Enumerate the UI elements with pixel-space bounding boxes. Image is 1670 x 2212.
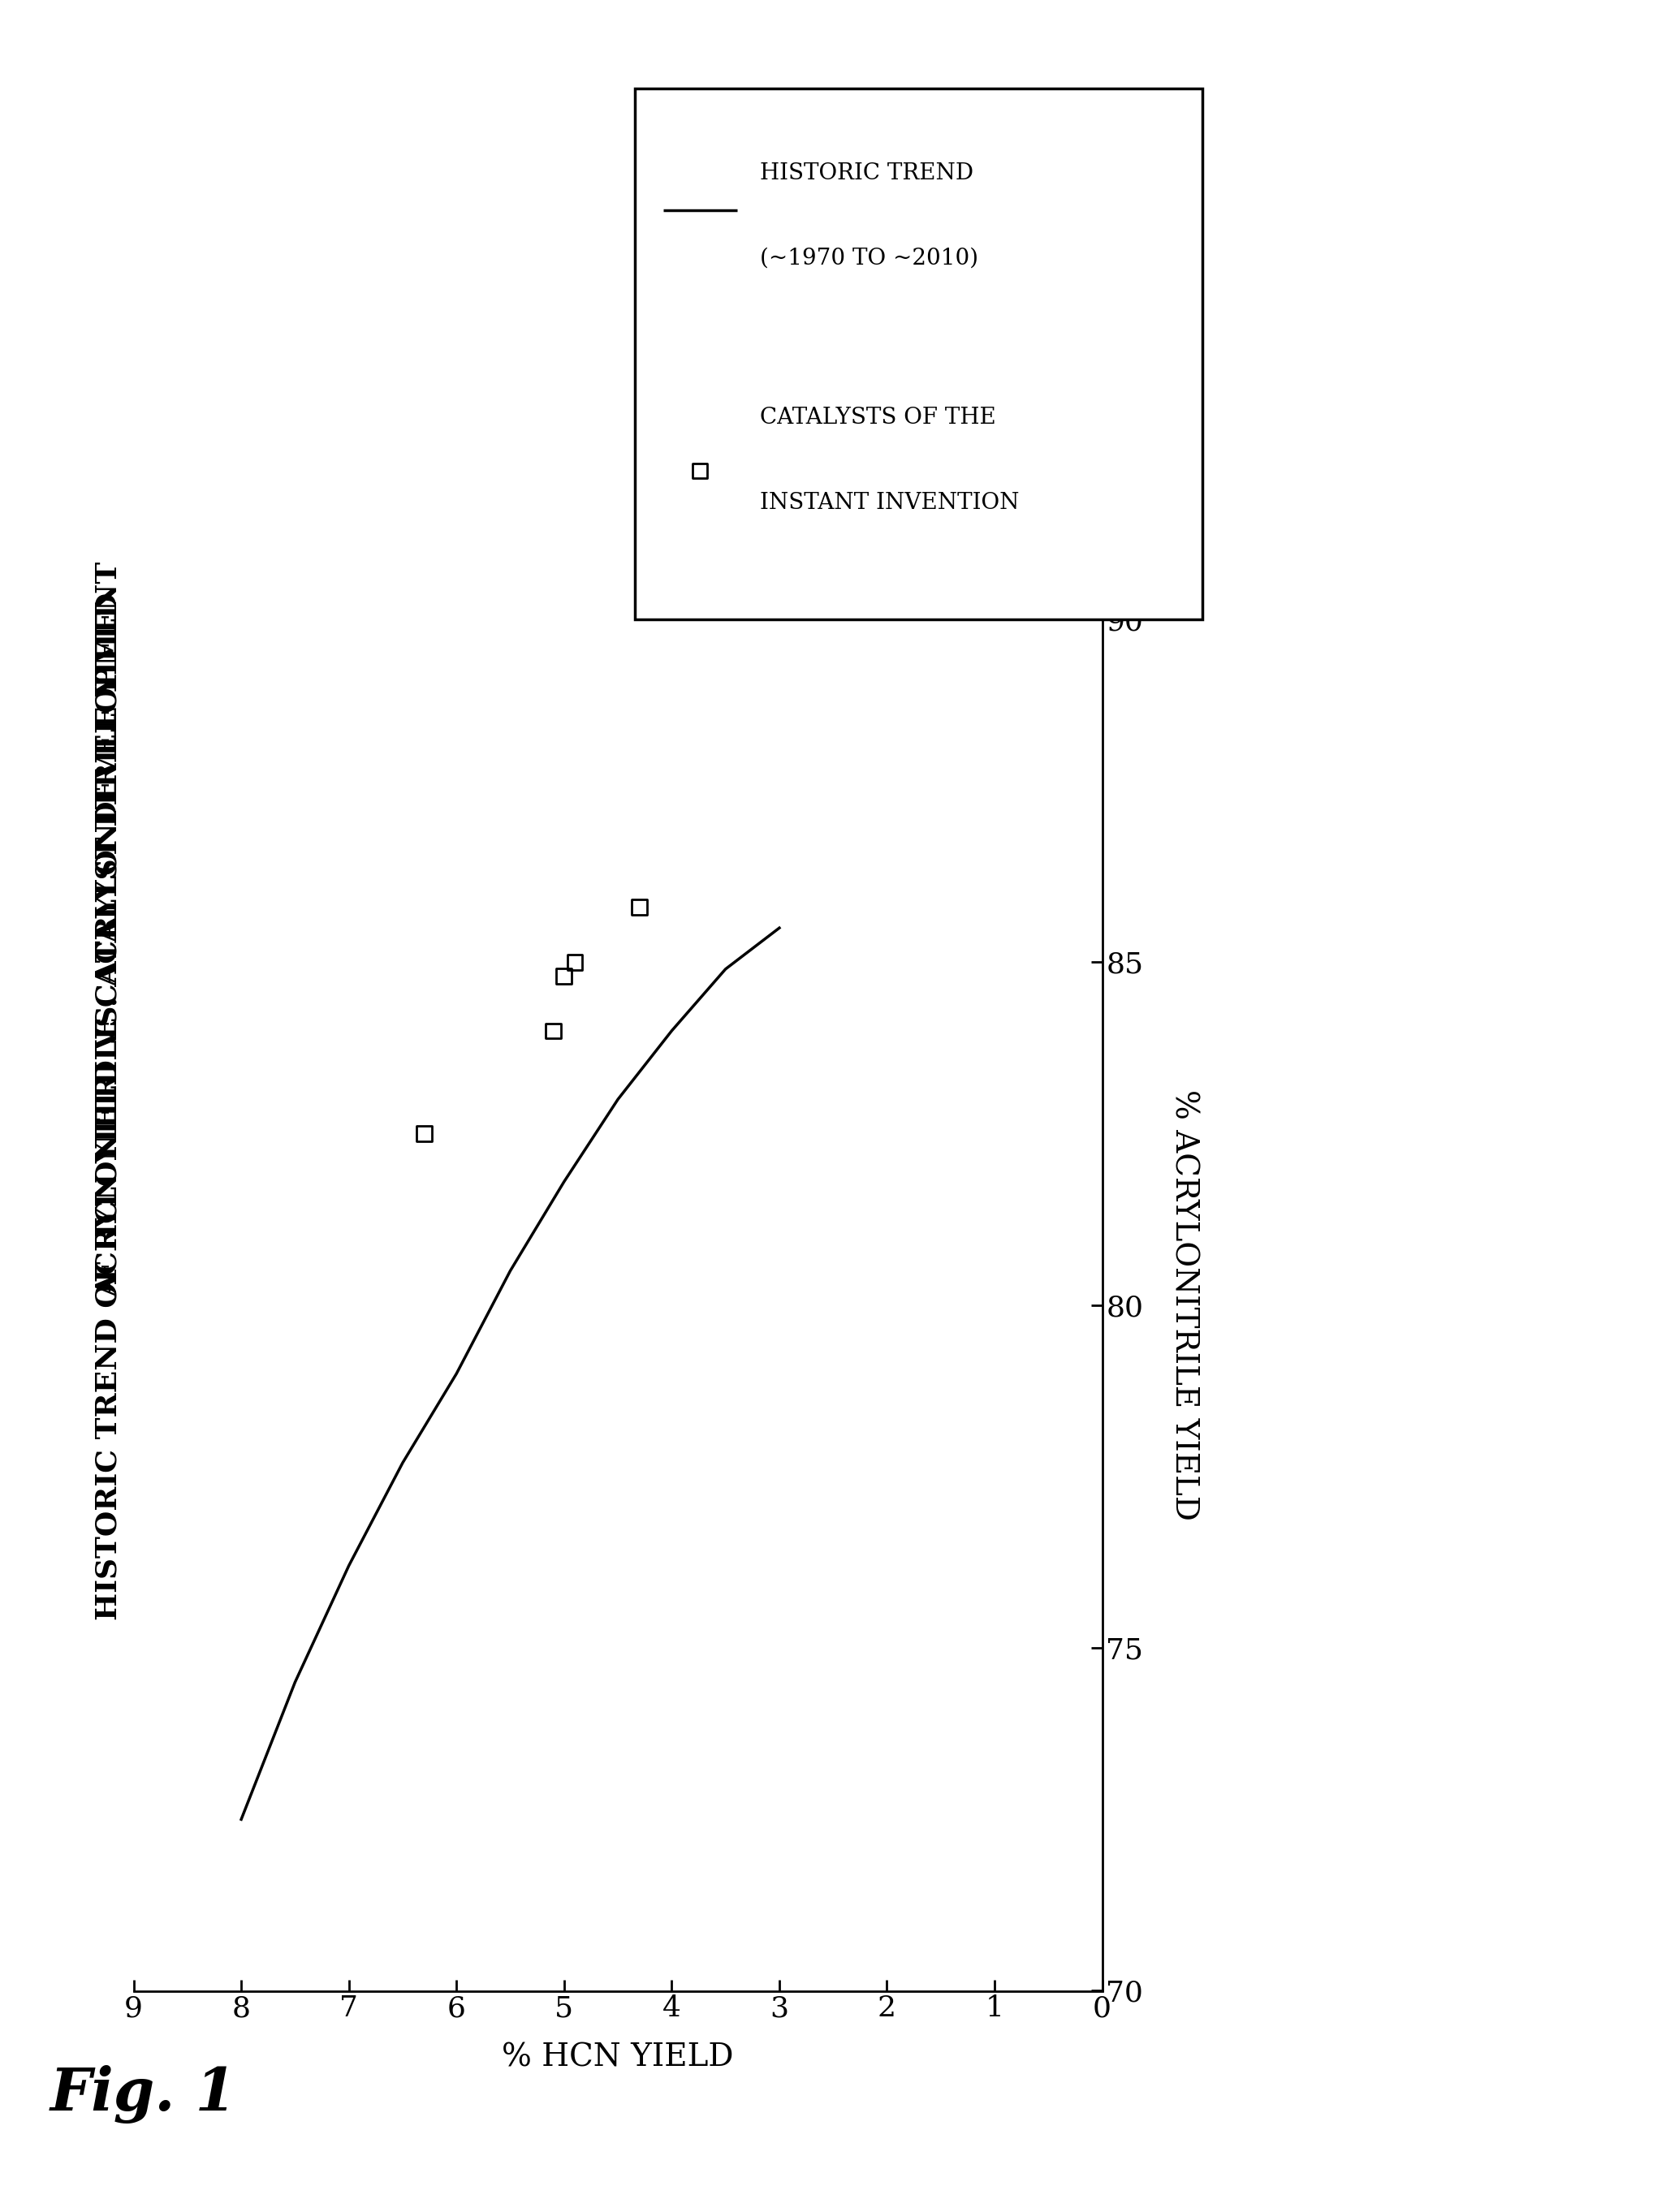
Text: HISTORIC TREND: HISTORIC TREND [760,161,974,184]
Point [551,958,578,993]
Point [686,453,713,489]
X-axis label: % HCN YIELD: % HCN YIELD [503,2042,733,2073]
Text: ACRYLONITRILE CATALYST DEVELOPMENT: ACRYLONITRILE CATALYST DEVELOPMENT [95,562,122,1296]
Point [561,945,588,980]
Text: HISTORIC TREND OF HCN YIELD VS. ACRYLONITRILE YIELD: HISTORIC TREND OF HCN YIELD VS. ACRYLONI… [95,593,122,1619]
Point [539,1013,566,1048]
Point [411,1115,438,1150]
Text: Fig. 1: Fig. 1 [50,2066,237,2124]
Point [626,889,653,925]
Y-axis label: % ACRYLONITRILE YIELD: % ACRYLONITRILE YIELD [1169,1091,1199,1520]
Text: CATALYSTS OF THE: CATALYSTS OF THE [760,407,995,429]
Text: (~1970 TO ~2010): (~1970 TO ~2010) [760,248,979,270]
Text: INSTANT INVENTION: INSTANT INVENTION [760,491,1019,513]
FancyBboxPatch shape [635,88,1202,619]
